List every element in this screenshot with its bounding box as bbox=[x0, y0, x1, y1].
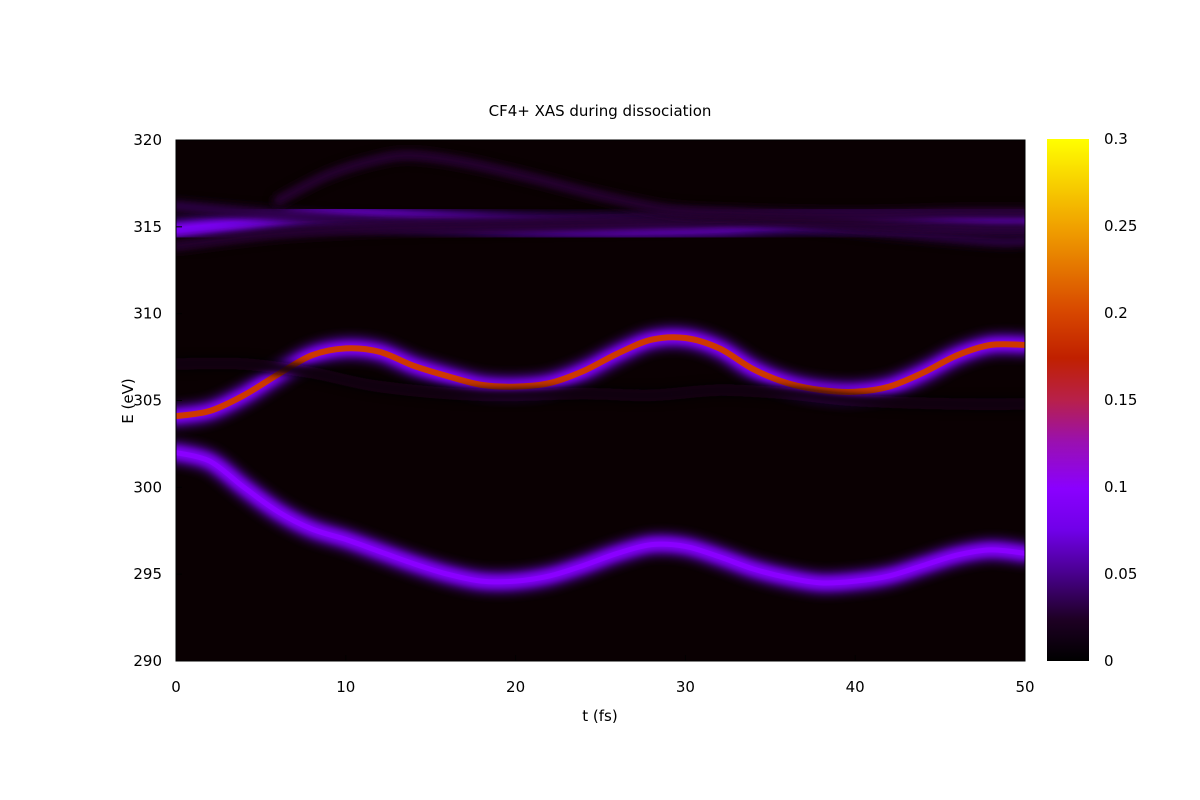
spectral-band bbox=[176, 213, 1025, 252]
y-tick-label: 295 bbox=[133, 565, 162, 583]
colorbar-tick-label: 0.25 bbox=[1104, 217, 1137, 235]
x-tick-label: 20 bbox=[506, 678, 525, 696]
x-tick-label: 0 bbox=[171, 678, 181, 696]
y-axis-label: E (eV) bbox=[119, 378, 137, 423]
x-axis-label: t (fs) bbox=[582, 707, 617, 725]
colorbar-tick-label: 0.3 bbox=[1104, 130, 1128, 148]
colorbar bbox=[1047, 139, 1089, 661]
x-tick-label: 30 bbox=[676, 678, 695, 696]
spectral-band bbox=[176, 357, 1025, 411]
y-tick-label: 320 bbox=[133, 131, 162, 149]
spectral-band bbox=[176, 441, 1025, 595]
spectral-band bbox=[271, 149, 1025, 221]
colorbar-tick-label: 0.1 bbox=[1104, 478, 1128, 496]
y-tick-label: 305 bbox=[133, 392, 162, 410]
y-tick-label: 290 bbox=[133, 652, 162, 670]
x-tick-label: 40 bbox=[846, 678, 865, 696]
x-tick-label: 50 bbox=[1015, 678, 1034, 696]
y-tick-label: 300 bbox=[133, 478, 162, 496]
y-axis-ticks: 290 295 300 305 310 315 320 bbox=[133, 131, 182, 670]
x-tick-label: 10 bbox=[336, 678, 355, 696]
x-axis-ticks: 0 10 20 30 40 50 bbox=[171, 655, 1035, 696]
colorbar-tick-label: 0.2 bbox=[1104, 304, 1128, 322]
spectral-band bbox=[176, 326, 1025, 428]
colorbar-tick-label: 0.05 bbox=[1104, 565, 1137, 583]
colorbar-tick-label: 0.15 bbox=[1104, 391, 1137, 409]
chart-title: CF4+ XAS during dissociation bbox=[489, 102, 712, 120]
y-tick-label: 315 bbox=[133, 218, 162, 236]
spectral-bands bbox=[176, 149, 1025, 595]
colorbar-tick-label: 0 bbox=[1104, 652, 1114, 670]
y-tick-label: 310 bbox=[133, 305, 162, 323]
colorbar-ticks: 0 0.05 0.1 0.15 0.2 0.25 0.3 bbox=[1104, 130, 1137, 670]
